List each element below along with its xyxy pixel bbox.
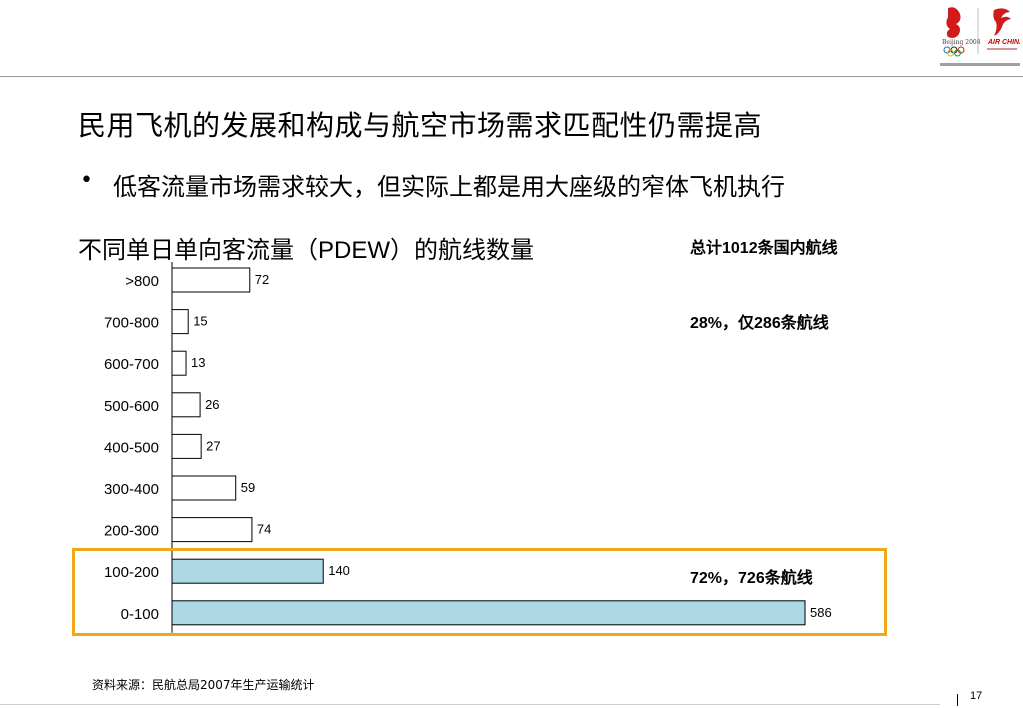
svg-text:AIR CHINA: AIR CHINA — [987, 39, 1020, 46]
category-tick-label: 500-600 — [104, 398, 159, 415]
category-tick-label: 100-200 — [104, 564, 159, 581]
bar-value-label: 15 — [193, 314, 207, 329]
bar — [171, 392, 201, 418]
source-note: 资料来源：民航总局2007年生产运输统计 — [92, 678, 315, 692]
bar — [171, 475, 237, 501]
category-tick-label: 600-700 — [104, 356, 159, 373]
chart-title: 不同单日单向客流量（PDEW）的航线数量 — [78, 230, 534, 265]
page-title: 民用飞机的发展和构成与航空市场需求匹配性仍需提高 — [78, 109, 763, 142]
category-tick-label: 400-500 — [104, 439, 159, 456]
bar — [171, 350, 187, 376]
bullet-text: 低客流量市场需求较大，但实际上都是用大座级的窄体飞机执行 — [113, 173, 785, 201]
bar — [171, 309, 189, 335]
bar — [171, 267, 251, 293]
bar-value-label: 72 — [255, 272, 269, 287]
page-number-divider — [957, 694, 958, 706]
page-number: 17 — [970, 690, 983, 702]
header-divider — [0, 76, 1023, 77]
category-tick-label: 0-100 — [121, 606, 159, 623]
bullet-marker: • — [80, 168, 93, 193]
bar-value-label: 26 — [205, 397, 219, 412]
bar — [171, 600, 806, 626]
beijing-olympic-logo-icon: Beijing 2008 — [942, 7, 981, 57]
sponsor-logos: Beijing 2008 AIR CHINA — [942, 7, 1020, 57]
highlight-box — [72, 548, 887, 636]
bar — [171, 433, 202, 459]
bar — [171, 517, 253, 543]
bar-value-label: 586 — [810, 605, 832, 620]
bar-value-label: 74 — [257, 522, 271, 537]
share-72-note: 72%，726条航线 — [690, 570, 813, 587]
bar-value-label: 59 — [241, 480, 255, 495]
category-tick-label: 200-300 — [104, 523, 159, 540]
bar-value-label: 27 — [206, 438, 220, 453]
footer-line — [0, 704, 940, 705]
chart-title-prefix: 不同单日单向客流量（ — [78, 236, 318, 264]
category-tick-label: 300-400 — [104, 481, 159, 498]
logo-caption-text — [940, 63, 1020, 66]
chart-title-suffix: ）的航线数量 — [390, 236, 534, 264]
bar-value-label: 140 — [328, 563, 350, 578]
bar — [171, 558, 324, 584]
total-routes-note: 总计1012条国内航线 — [690, 240, 838, 257]
chart-title-abbr: PDEW — [318, 237, 390, 264]
share-28-note: 28%，仅286条航线 — [690, 315, 829, 332]
bar-value-label: 13 — [191, 355, 205, 370]
air-china-logo-icon: AIR CHINA — [987, 8, 1020, 50]
svg-text:Beijing 2008: Beijing 2008 — [942, 39, 981, 46]
category-tick-label: >800 — [125, 273, 159, 290]
category-tick-label: 700-800 — [104, 315, 159, 332]
